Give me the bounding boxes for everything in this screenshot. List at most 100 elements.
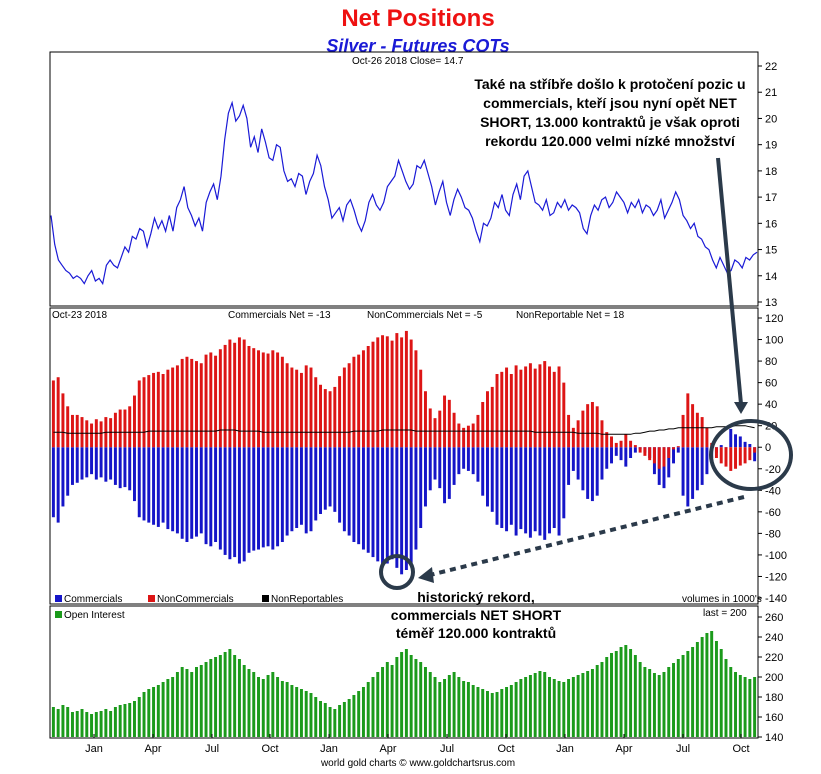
y-tick-label: -20 bbox=[765, 464, 781, 476]
commercials-bar bbox=[691, 447, 695, 499]
open-interest-bar bbox=[118, 705, 122, 737]
commercials-bar bbox=[614, 447, 618, 456]
noncommercials-bar bbox=[423, 391, 427, 448]
open-interest-bar bbox=[195, 667, 198, 737]
noncommercials-bar bbox=[242, 339, 246, 448]
commercials-bar bbox=[390, 447, 394, 560]
open-interest-bar bbox=[748, 679, 752, 737]
commercials-bar bbox=[113, 447, 117, 485]
open-interest-bar bbox=[753, 677, 757, 737]
commercials-bar bbox=[748, 444, 752, 448]
noncommercials-bar bbox=[190, 358, 194, 448]
open-interest-bar bbox=[99, 711, 103, 737]
x-month-label: Apr bbox=[144, 743, 161, 755]
open-interest-bar bbox=[581, 673, 585, 737]
open-interest-bar bbox=[247, 669, 251, 737]
open-interest-bar bbox=[266, 675, 270, 737]
commercials-bar bbox=[567, 447, 571, 485]
open-interest-bar bbox=[385, 662, 389, 737]
open-interest-bar bbox=[676, 659, 680, 737]
open-interest-bar bbox=[729, 667, 733, 737]
noncommercials-bar bbox=[438, 410, 442, 448]
commercials-bar bbox=[118, 447, 122, 489]
x-month-label: Jul bbox=[205, 743, 219, 755]
commercials-bar bbox=[576, 447, 580, 480]
open-interest-bar bbox=[610, 653, 613, 737]
noncommercials-bar bbox=[90, 423, 94, 448]
commercials-bar bbox=[695, 447, 699, 491]
y-tick-label: -40 bbox=[765, 485, 781, 497]
open-interest-bar bbox=[271, 672, 275, 737]
commercials-bar bbox=[519, 447, 523, 530]
open-interest-bar bbox=[161, 682, 165, 737]
commercials-bar bbox=[400, 447, 404, 575]
noncommercials-bar bbox=[209, 352, 213, 448]
commercials-bar bbox=[247, 447, 251, 553]
open-interest-bar bbox=[180, 667, 184, 737]
annotation-circle-current bbox=[709, 419, 793, 491]
noncommercials-bar bbox=[638, 447, 642, 453]
open-interest-bar bbox=[109, 711, 113, 737]
open-interest-bar bbox=[557, 681, 561, 737]
commercials-bar bbox=[171, 447, 175, 532]
commercials-bar bbox=[428, 447, 432, 491]
noncommercials-bar bbox=[619, 440, 623, 448]
open-interest-bar bbox=[261, 679, 265, 737]
y-tick-label: 13 bbox=[765, 297, 777, 309]
nonreportables-line bbox=[53, 425, 755, 435]
commercials-bar bbox=[104, 447, 108, 482]
commercials-bar bbox=[290, 447, 294, 532]
noncommercials-bar bbox=[113, 412, 117, 448]
open-interest-bar bbox=[524, 677, 528, 737]
commercials-bar bbox=[75, 447, 79, 483]
commercials-bar bbox=[629, 447, 633, 458]
noncommercials-bar bbox=[466, 425, 470, 448]
noncommercials-bar bbox=[338, 376, 342, 448]
noncommercials-bar bbox=[180, 358, 184, 448]
noncommercials-bar bbox=[686, 393, 690, 448]
commercials-bar bbox=[233, 447, 237, 558]
open-interest-bar bbox=[443, 679, 447, 737]
volumes-note: volumes in 1000's bbox=[682, 594, 762, 605]
open-interest-bar bbox=[567, 679, 571, 737]
noncommercials-bar bbox=[443, 395, 447, 448]
noncommercials-bar bbox=[61, 393, 65, 448]
commercials-bar bbox=[409, 447, 413, 564]
commercials-bar bbox=[195, 447, 198, 537]
open-interest-bar bbox=[629, 649, 633, 737]
commercials-bar bbox=[729, 428, 733, 448]
commercials-net-label: Commercials Net = -13 bbox=[228, 310, 331, 321]
noncommercials-bar bbox=[271, 350, 275, 448]
open-interest-bar bbox=[476, 687, 480, 737]
commercials-bar bbox=[734, 434, 738, 448]
commercials-bar bbox=[295, 447, 299, 528]
chart-footer: world gold charts © www.goldchartsrus.co… bbox=[320, 758, 515, 769]
open-interest-bar bbox=[314, 697, 318, 737]
y-tick-label: 100 bbox=[765, 335, 783, 347]
last-label: last = 200 bbox=[703, 608, 747, 619]
commercials-bar bbox=[214, 447, 218, 542]
commercials-bar bbox=[423, 447, 427, 507]
open-interest-bar bbox=[462, 681, 466, 737]
chart-subtitle: Silver - Futures COTs bbox=[326, 36, 509, 56]
open-interest-bar bbox=[75, 711, 79, 737]
y-tick-label: 20 bbox=[765, 113, 777, 125]
commercials-bar bbox=[471, 447, 475, 475]
noncommercials-bar bbox=[314, 377, 318, 448]
y-tick-label: 80 bbox=[765, 356, 777, 368]
noncommercials-bar bbox=[185, 356, 189, 448]
commercials-bar bbox=[94, 447, 98, 480]
open-interest-bar bbox=[686, 651, 690, 737]
commercials-bar bbox=[533, 447, 537, 532]
noncommercials-bar bbox=[519, 369, 523, 448]
commercials-bar bbox=[299, 447, 303, 525]
noncommercials-bar bbox=[452, 412, 456, 448]
annotation-arrow-long bbox=[716, 157, 743, 405]
open-interest-bar bbox=[328, 707, 332, 737]
commercials-bar bbox=[137, 447, 141, 518]
commercials-bar bbox=[175, 447, 179, 534]
open-interest-bar bbox=[481, 689, 485, 737]
open-interest-bar bbox=[190, 672, 194, 737]
open-interest-bar bbox=[548, 677, 551, 737]
